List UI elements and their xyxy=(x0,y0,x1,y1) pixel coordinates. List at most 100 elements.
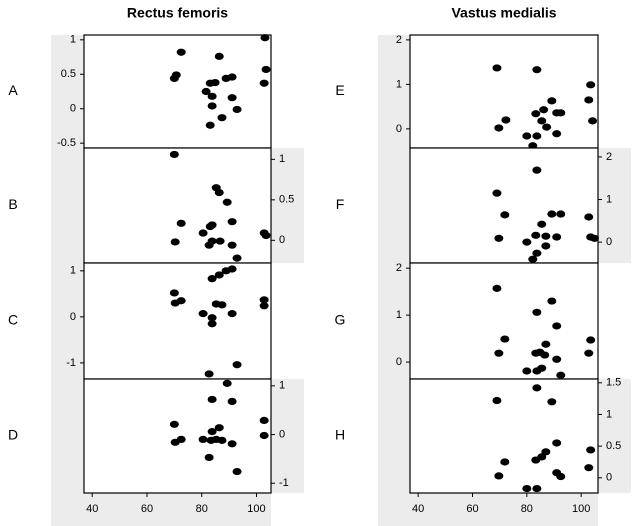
axis-band xyxy=(51,493,271,526)
point xyxy=(207,92,217,100)
point xyxy=(584,349,594,357)
y-tick-label: 1.5 xyxy=(606,377,621,389)
y-tick-label: 0 xyxy=(70,103,76,115)
point xyxy=(532,132,542,140)
point xyxy=(207,314,217,322)
point xyxy=(547,297,557,305)
point xyxy=(169,74,179,83)
y-tick-label: 2 xyxy=(396,34,402,46)
y-tick-label: 1 xyxy=(396,78,402,90)
point xyxy=(261,231,271,240)
point xyxy=(176,48,186,56)
point xyxy=(170,299,180,307)
row-label: B xyxy=(8,196,17,212)
y-tick-label: 0 xyxy=(70,311,76,323)
point xyxy=(584,96,594,104)
point xyxy=(214,424,224,432)
y-tick-label: 2 xyxy=(396,262,402,274)
point xyxy=(552,355,562,363)
point xyxy=(259,302,269,310)
point xyxy=(500,335,510,343)
y-tick-label: 0 xyxy=(279,428,285,440)
point xyxy=(169,150,179,159)
point xyxy=(227,94,237,102)
row-label: F xyxy=(336,196,345,212)
plot-area xyxy=(409,262,599,380)
y-tick-label: 0.5 xyxy=(606,440,621,452)
point xyxy=(198,310,208,318)
point xyxy=(222,198,232,206)
y-tick-label: 1 xyxy=(396,309,402,321)
plot-area xyxy=(83,262,272,380)
y-tick-label: 0 xyxy=(606,236,612,248)
point xyxy=(586,81,596,89)
panel-title: Vastus medialis xyxy=(451,5,556,21)
point xyxy=(494,234,504,242)
x-tick-label: 40 xyxy=(412,503,424,515)
point xyxy=(232,254,242,262)
point xyxy=(556,210,566,218)
point xyxy=(531,456,541,464)
y-tick-label: 0 xyxy=(279,234,285,246)
point xyxy=(232,361,242,369)
point xyxy=(500,458,510,466)
point xyxy=(259,416,269,425)
point xyxy=(531,231,541,239)
axis-band xyxy=(271,379,304,493)
point xyxy=(556,109,566,117)
y-tick-label: 1 xyxy=(279,153,285,165)
point xyxy=(201,87,211,96)
axis-band xyxy=(598,379,631,493)
point xyxy=(532,484,542,493)
point xyxy=(217,436,227,444)
point xyxy=(221,267,231,275)
point xyxy=(260,34,270,42)
point xyxy=(584,213,594,221)
plot-area xyxy=(83,147,272,264)
point xyxy=(547,398,557,406)
point xyxy=(169,420,179,428)
point xyxy=(586,446,596,454)
point xyxy=(501,116,511,124)
point xyxy=(204,370,214,378)
row-label: G xyxy=(335,312,346,328)
point xyxy=(494,472,504,480)
x-tick-label: 40 xyxy=(86,503,98,515)
point xyxy=(204,453,214,462)
y-tick-label: -1 xyxy=(279,477,289,489)
point xyxy=(584,464,594,472)
point xyxy=(215,237,225,245)
point xyxy=(542,123,552,131)
point xyxy=(227,397,237,406)
point xyxy=(586,336,596,344)
point xyxy=(261,65,271,74)
row-label: E xyxy=(335,82,344,98)
point xyxy=(227,218,237,226)
y-tick-label: -1 xyxy=(66,357,76,369)
row-label: C xyxy=(8,312,18,328)
point xyxy=(227,440,237,448)
point xyxy=(221,74,231,83)
y-tick-label: -0.5 xyxy=(57,137,76,149)
axis-band xyxy=(378,35,410,526)
point xyxy=(492,189,502,197)
point xyxy=(227,241,237,249)
point xyxy=(532,66,542,74)
x-tick-label: 60 xyxy=(141,503,153,515)
axis-band xyxy=(378,493,598,526)
point xyxy=(198,435,208,444)
row-label: A xyxy=(8,82,18,98)
point xyxy=(169,289,179,297)
point xyxy=(532,308,542,316)
point xyxy=(535,348,545,356)
point xyxy=(541,242,551,250)
point xyxy=(522,484,532,493)
point xyxy=(522,367,532,375)
point xyxy=(589,234,599,242)
point xyxy=(207,428,217,436)
y-tick-label: 1 xyxy=(70,34,76,46)
y-tick-label: 2 xyxy=(606,151,612,163)
axis-band xyxy=(598,148,631,263)
point xyxy=(206,436,216,444)
